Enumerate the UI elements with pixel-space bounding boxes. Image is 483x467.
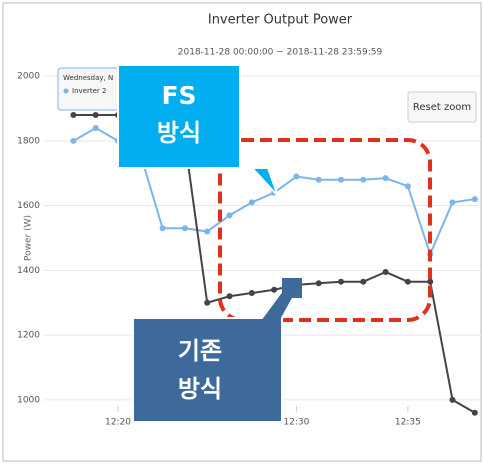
data-point — [204, 228, 211, 235]
callout-fs: FS 방식 — [117, 64, 279, 197]
data-point — [338, 278, 344, 285]
data-point — [471, 409, 478, 416]
data-point — [159, 225, 166, 232]
x-tick-label: 12:20 — [105, 418, 131, 428]
button-label[interactable]: Reset zoom — [413, 102, 471, 113]
data-point — [315, 280, 322, 287]
data-point — [338, 176, 344, 183]
button-box[interactable] — [407, 91, 477, 123]
data-point — [360, 278, 367, 285]
y-tick-label: 1800 — [17, 136, 40, 146]
callout-text: FS — [161, 81, 196, 110]
data-point — [382, 268, 389, 275]
data-point — [204, 299, 211, 306]
chart-subtitle: 2018-11-28 00:00:00 ~ 2018-11-28 23:59:5… — [178, 48, 383, 58]
data-point — [92, 124, 99, 131]
tooltip-date: Wednesday, N — [63, 74, 113, 82]
data-point — [248, 290, 255, 297]
callout-shape — [117, 64, 279, 197]
data-point — [181, 225, 188, 232]
data-point — [404, 278, 411, 285]
data-point — [360, 176, 367, 183]
data-point — [271, 286, 278, 293]
y-tick-label: 2000 — [17, 72, 40, 82]
data-point — [449, 396, 456, 403]
data-point — [404, 183, 411, 190]
callout-text: 방식 — [157, 119, 201, 147]
tooltip-marker — [63, 88, 69, 94]
y-axis-label: Power (W) — [24, 215, 34, 261]
callout-tail — [282, 278, 302, 298]
callout-shape — [132, 278, 304, 423]
data-point — [449, 199, 456, 206]
chart-title: Inverter Output Power — [208, 13, 353, 28]
callout-text: 방식 — [178, 375, 222, 403]
y-tick-label: 1600 — [17, 201, 40, 211]
tooltip-series: Inverter 2 — [72, 87, 106, 95]
y-tick-label: 1200 — [17, 331, 40, 341]
data-point — [427, 278, 434, 285]
y-tick-label: 1400 — [17, 266, 40, 276]
data-point — [382, 175, 389, 182]
reset-zoom-button[interactable]: Reset zoom — [407, 91, 477, 123]
data-point — [471, 196, 478, 203]
data-point — [315, 176, 322, 183]
callout-old: 기존 방식 — [132, 278, 304, 423]
data-point — [92, 112, 99, 119]
data-point — [70, 112, 77, 119]
x-tick-label: 12:30 — [283, 418, 309, 428]
tooltip: Wednesday, N Inverter 2 — [57, 67, 129, 111]
data-point — [226, 212, 233, 219]
highlight-box — [218, 138, 432, 322]
data-point — [70, 137, 77, 144]
x-tick-label: 12:35 — [395, 418, 421, 428]
data-point — [248, 199, 255, 206]
data-point — [226, 293, 233, 300]
data-point — [293, 173, 300, 180]
y-tick-label: 1000 — [17, 395, 40, 405]
callout-text: 기존 — [178, 337, 222, 365]
